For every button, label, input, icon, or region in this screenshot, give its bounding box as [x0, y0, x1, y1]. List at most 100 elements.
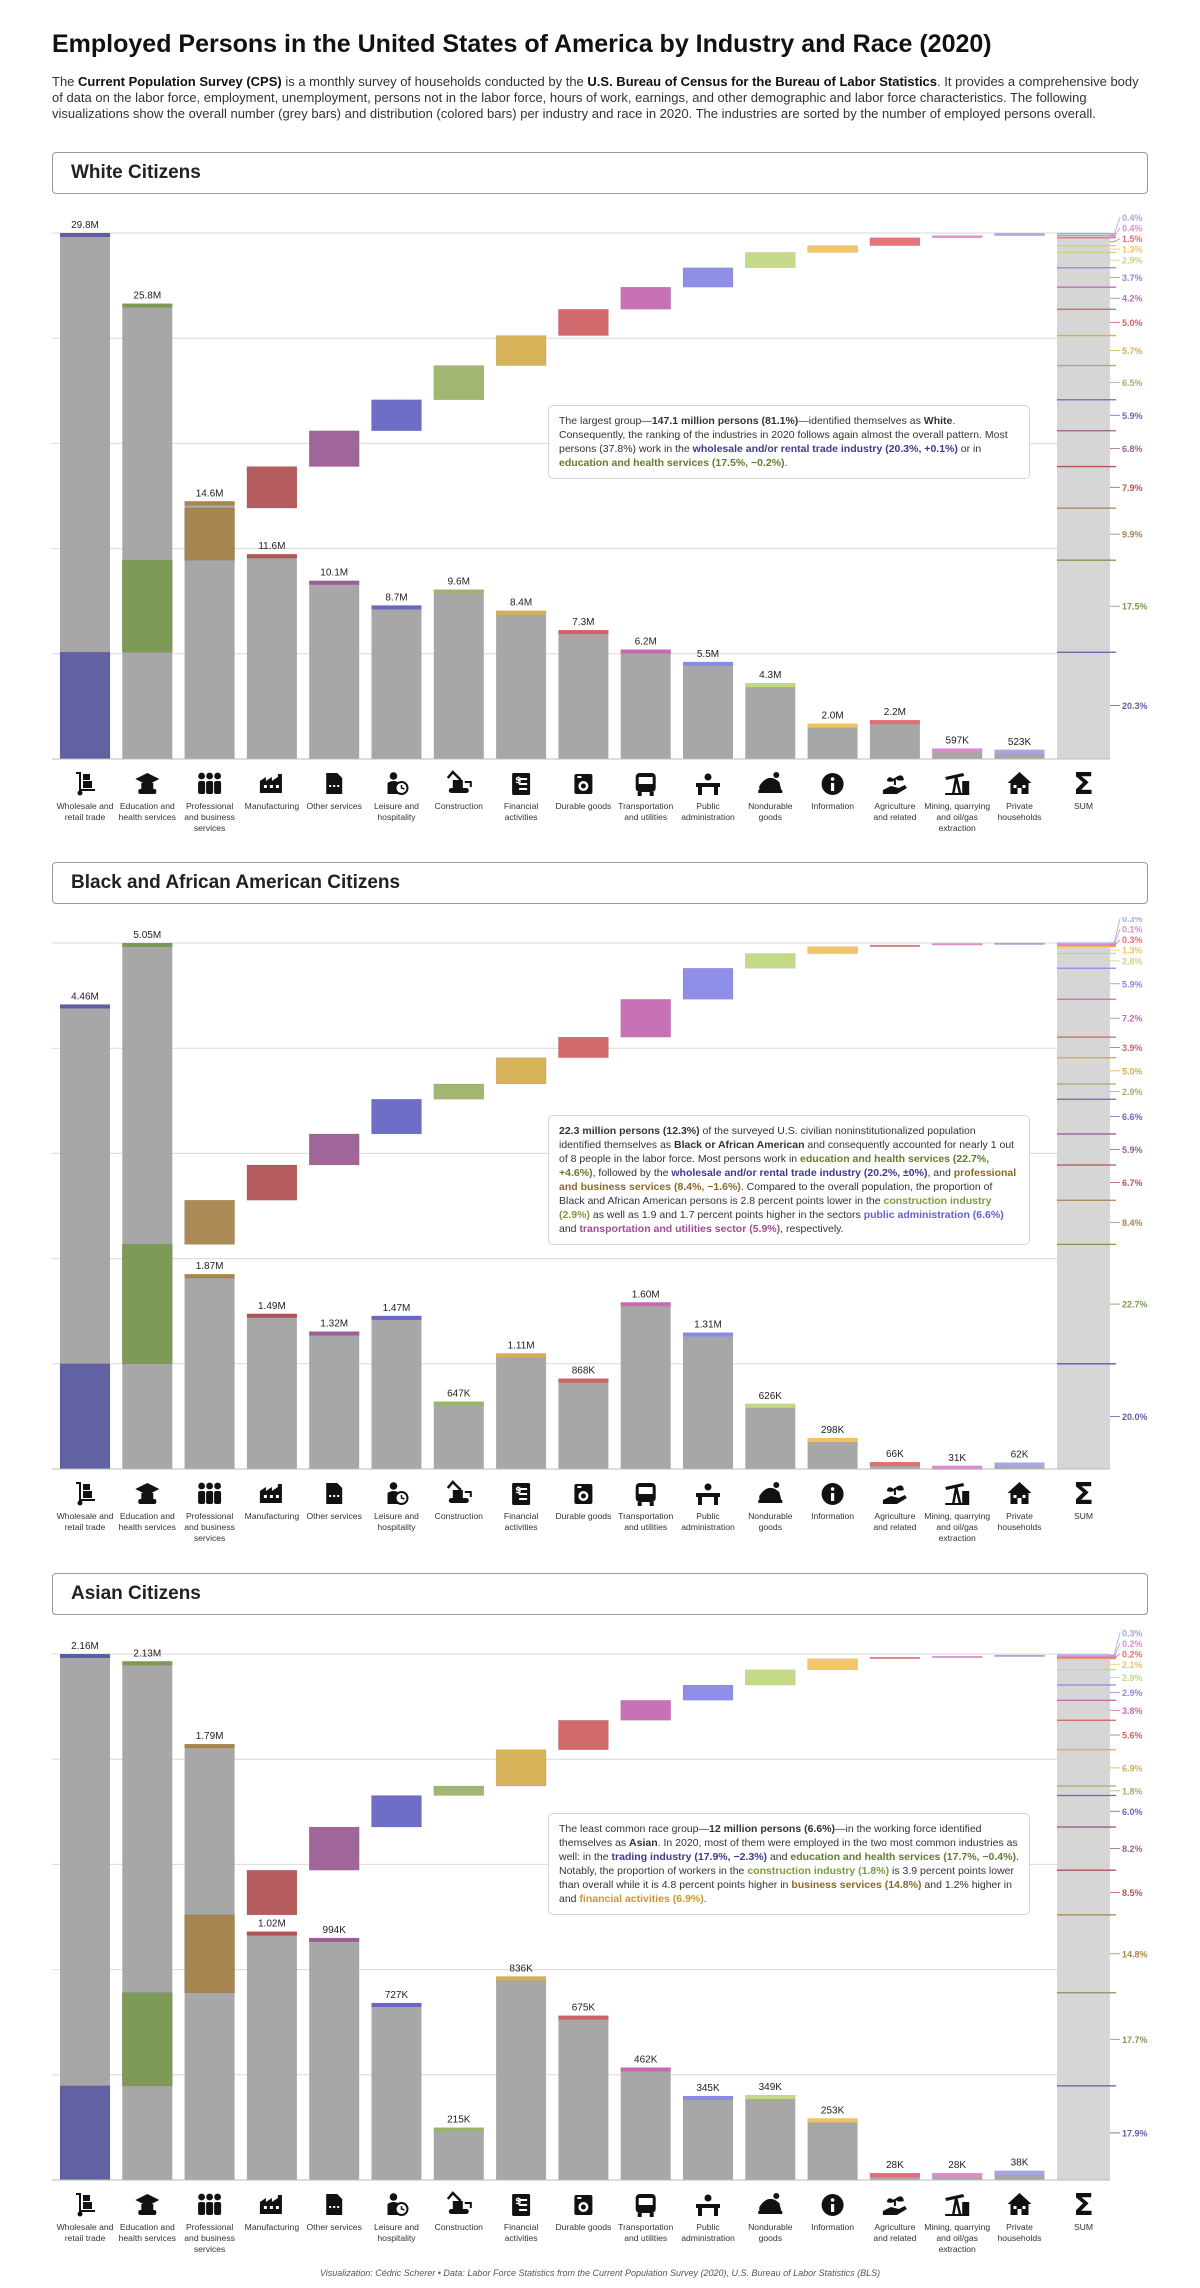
- value-label: 4.3M: [759, 670, 781, 681]
- total-bar-cap: [433, 2127, 484, 2132]
- pct-label: 0.3%: [1122, 1628, 1143, 1638]
- bus-icon: [635, 2194, 656, 2217]
- pct-label: 6.0%: [1122, 1807, 1143, 1817]
- bus-icon: [635, 1483, 656, 1506]
- share-bar: [682, 267, 734, 288]
- total-bar-cap: [807, 2118, 858, 2123]
- industry-label: Professional: [186, 801, 233, 811]
- industry-label: Nondurable: [748, 1511, 793, 1521]
- industry-label: households: [998, 2233, 1042, 2243]
- total-bar-cap: [184, 1274, 235, 1279]
- excavator-icon: [446, 2191, 472, 2214]
- industry-label: activities: [505, 2233, 538, 2243]
- value-label: 675K: [572, 2003, 596, 2014]
- pct-leader: [1110, 227, 1121, 238]
- pct-label: 2.9%: [1122, 1688, 1143, 1698]
- sum-icon: Σ: [1073, 767, 1094, 802]
- share-bar: [433, 1083, 485, 1100]
- svg-text:Σ: Σ: [1073, 2188, 1094, 2223]
- value-label: 1.32M: [320, 1319, 348, 1330]
- total-bar: [496, 610, 547, 759]
- industry-label: activities: [505, 812, 538, 822]
- total-bar: [869, 720, 920, 759]
- share-bar: [59, 2085, 111, 2181]
- industry-label: hospitality: [377, 812, 416, 822]
- section-header-white: White Citizens: [52, 152, 1148, 194]
- share-bar: [371, 399, 422, 432]
- industry-label: Leisure and: [374, 801, 419, 811]
- share-bar: [246, 1869, 298, 1916]
- industry-label: Education and: [120, 2222, 175, 2232]
- pct-label: 1.3%: [1122, 245, 1143, 255]
- industry-label: Mining, quarrying: [924, 2222, 990, 2232]
- total-bar-cap: [745, 1403, 796, 1408]
- pct-leader: [1110, 1632, 1121, 1657]
- industry-label: Professional: [186, 1511, 233, 1521]
- oil-pump-icon: [945, 773, 970, 795]
- total-bar-cap: [60, 1004, 110, 1009]
- total-bar-cap: [371, 1315, 422, 1320]
- industry-label: Nondurable: [748, 2222, 793, 2232]
- industry-label: Mining, quarrying: [924, 801, 990, 811]
- share-bar: [869, 237, 921, 246]
- financial-sheet-icon: $: [512, 1483, 531, 1505]
- desk-icon: [696, 1483, 720, 1505]
- industry-label: activities: [505, 1522, 538, 1532]
- share-bar: [495, 1057, 547, 1085]
- sum-icon: Σ: [1073, 1477, 1094, 1512]
- pct-label: 7.2%: [1122, 1014, 1143, 1024]
- appliance-icon: [574, 1484, 593, 1504]
- pct-label: 2.9%: [1122, 1673, 1143, 1683]
- value-label: 523K: [1008, 737, 1032, 748]
- total-bar: [620, 649, 671, 759]
- total-bar-cap: [994, 1462, 1045, 1467]
- total-bar-cap: [807, 723, 858, 728]
- industry-label: Manufacturing: [245, 1511, 300, 1521]
- value-label: 1.79M: [196, 1731, 224, 1742]
- value-label: 11.6M: [258, 541, 285, 552]
- value-label: 349K: [759, 2082, 783, 2093]
- industry-label: Leisure and: [374, 2222, 419, 2232]
- industry-label: Information: [811, 801, 854, 811]
- total-bar-cap: [371, 2002, 422, 2007]
- person-clock-icon: [387, 2193, 409, 2216]
- value-label: 345K: [696, 2083, 720, 2094]
- total-bar-cap: [620, 649, 671, 654]
- total-bar: [558, 2015, 609, 2180]
- industry-label: and utilities: [624, 812, 667, 822]
- dolly-icon: [76, 1482, 95, 1506]
- desk-icon: [696, 2194, 720, 2216]
- graduation-cap-icon: [135, 2194, 160, 2215]
- pct-label: 2.9%: [1122, 256, 1143, 266]
- total-bar: [371, 2002, 422, 2180]
- value-label: 38K: [1011, 2158, 1029, 2169]
- value-label: 1.87M: [196, 1261, 224, 1272]
- total-bar: [932, 748, 983, 759]
- total-bar: [807, 2118, 858, 2180]
- value-label: 1.31M: [694, 1320, 722, 1331]
- financial-sheet-icon: $: [512, 773, 531, 795]
- total-bar: [745, 1403, 796, 1469]
- pct-label: 1.5%: [1122, 234, 1143, 244]
- value-label: 29.8M: [71, 220, 99, 231]
- value-label: 836K: [509, 1963, 533, 1974]
- svg-text:$: $: [515, 1486, 521, 1496]
- value-label: 1.47M: [383, 1303, 411, 1314]
- total-bar-cap: [246, 554, 297, 559]
- sum-label: SUM: [1074, 2222, 1093, 2232]
- value-label: 28K: [886, 2160, 904, 2171]
- industry-label: goods: [759, 1522, 782, 1532]
- total-bar-cap: [246, 1931, 297, 1936]
- value-label: 62K: [1011, 1450, 1029, 1461]
- value-label: 28K: [948, 2160, 966, 2171]
- total-bar-cap: [309, 1331, 360, 1336]
- dolly-icon: [76, 772, 95, 796]
- chart-white: 29.8M 25.8M 14.6M 11.6M 10.1M 8.7M 9.6M 8.4M 7.3…: [52, 213, 1148, 833]
- person-clock-icon: [387, 772, 409, 795]
- graduation-cap-icon: [135, 1483, 160, 1504]
- factory-icon: [259, 1484, 282, 1503]
- industry-label: health services: [119, 812, 176, 822]
- value-label: 298K: [821, 1425, 845, 1436]
- total-bar: [807, 723, 858, 759]
- industry-label: and business: [184, 1522, 235, 1532]
